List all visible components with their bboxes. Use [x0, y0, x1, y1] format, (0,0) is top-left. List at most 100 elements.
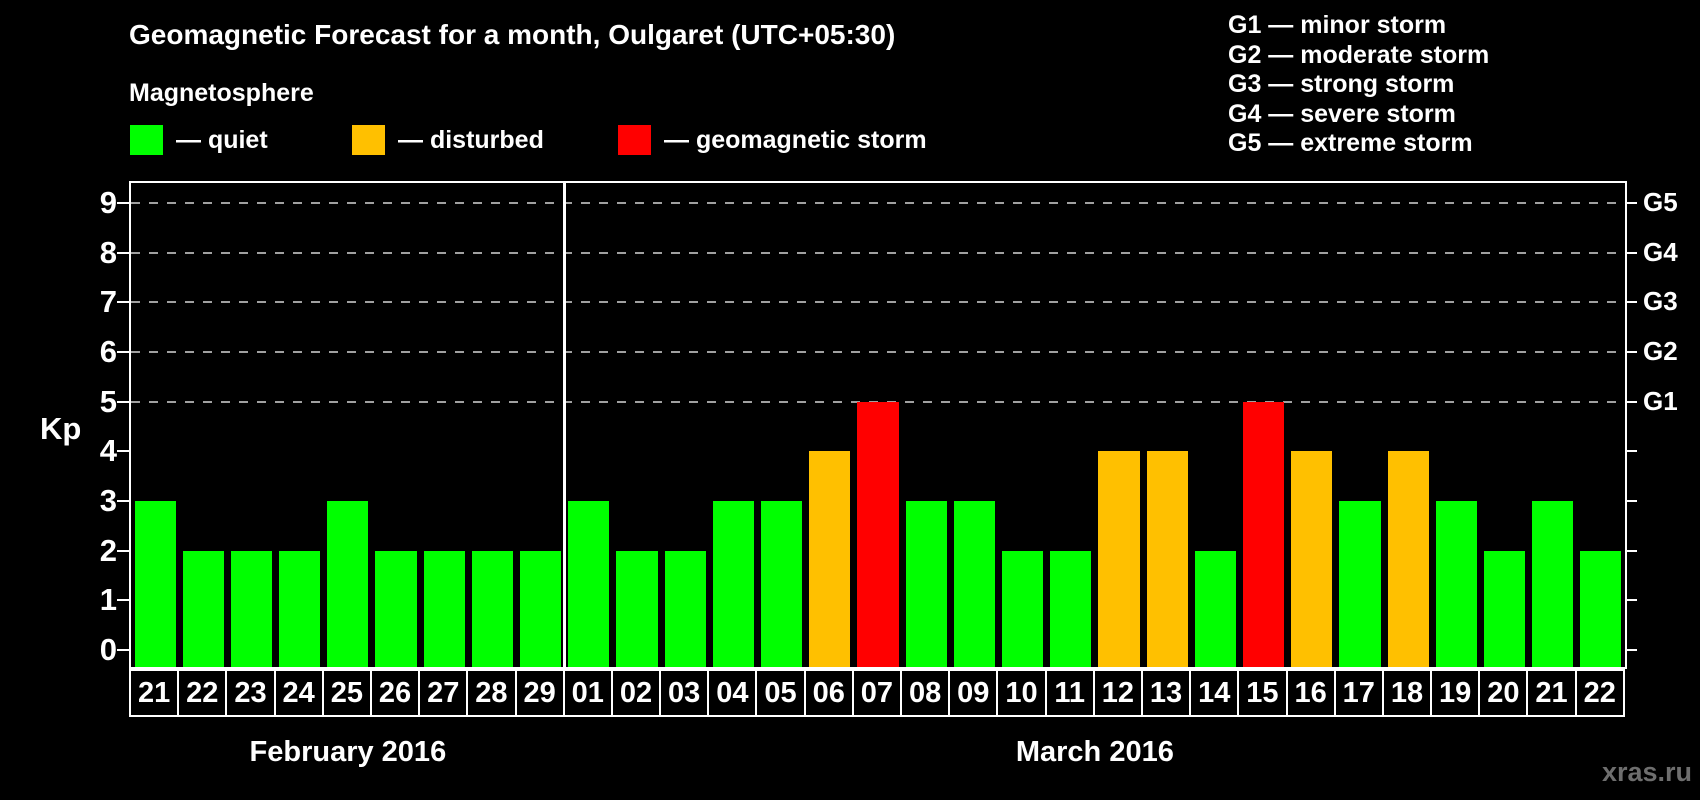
month-label-2: March 2016: [1015, 736, 1174, 768]
kp-bar-march-12: [1098, 451, 1140, 667]
day-cell-21: 21: [1528, 669, 1577, 717]
day-cell-07: 07: [853, 669, 902, 717]
kp-bar-march-19: [1435, 501, 1477, 667]
right-tick-kp-7: [1625, 301, 1637, 304]
day-cell-21: 21: [131, 669, 180, 717]
kp-bar-february-28: [471, 550, 514, 667]
y-tick-label-8: 8: [99, 234, 117, 270]
left-tick-kp-3: [117, 499, 129, 502]
right-tick-kp-3: [1625, 499, 1637, 502]
legend-item-storm: — geomagnetic storm: [618, 125, 927, 155]
day-cell-10: 10: [998, 669, 1047, 717]
day-cell-26: 26: [371, 669, 421, 717]
kp-bar-february-21: [134, 501, 176, 667]
g-scale-label-g3: G3: [1643, 286, 1678, 317]
g-scale-label-g4: G4: [1643, 236, 1678, 267]
day-cell-27: 27: [420, 669, 469, 717]
kp-bar-march-20: [1483, 550, 1526, 667]
day-cell-13: 13: [1142, 669, 1192, 717]
left-tick-kp-4: [117, 450, 129, 453]
y-tick-label-4: 4: [99, 433, 117, 469]
day-cell-09: 09: [950, 669, 999, 717]
kp-bar-february-24: [279, 550, 321, 667]
kp-bar-march-02: [616, 550, 658, 667]
day-cell-03: 03: [661, 669, 710, 717]
day-cell-29: 29: [516, 669, 565, 717]
kp-bar-march-10: [1001, 550, 1044, 667]
right-tick-kp-2: [1625, 549, 1637, 552]
g-legend-line-2: G2 — moderate storm: [1228, 40, 1490, 69]
y-tick-label-7: 7: [99, 284, 117, 320]
gridline-kp-9: [131, 201, 1625, 204]
y-tick-label-2: 2: [99, 532, 117, 568]
kp-bar-march-05: [761, 501, 803, 667]
y-axis-title: Kp: [40, 411, 82, 446]
g-scale-label-g1: G1: [1643, 385, 1678, 416]
y-tick-label-3: 3: [99, 482, 117, 518]
left-tick-kp-2: [117, 549, 129, 552]
day-cell-22: 22: [179, 669, 228, 717]
g-scale-label-g5: G5: [1643, 186, 1678, 217]
kp-bar-march-07: [857, 401, 899, 667]
kp-bar-march-01: [568, 501, 610, 667]
gridline-kp-5: [131, 400, 1625, 403]
day-cell-12: 12: [1094, 669, 1143, 717]
kp-bar-march-11: [1050, 550, 1092, 667]
disturbed-color-swatch: [352, 125, 385, 155]
day-cell-01: 01: [564, 669, 613, 717]
left-tick-kp-7: [117, 301, 129, 304]
g-legend-line-3: G3 — strong storm: [1228, 70, 1455, 99]
right-tick-kp-6: [1625, 350, 1637, 353]
kp-bar-february-26: [375, 550, 417, 667]
kp-bar-march-14: [1194, 550, 1236, 667]
month-label-1: February 2016: [249, 736, 447, 768]
day-cell-28: 28: [468, 669, 517, 717]
day-cell-08: 08: [902, 669, 951, 717]
magnetosphere-label: Magnetosphere: [129, 79, 314, 107]
kp-bar-march-04: [712, 501, 754, 667]
day-cell-20: 20: [1480, 669, 1529, 717]
kp-bar-march-22: [1580, 550, 1622, 667]
legend-label-storm: — geomagnetic storm: [664, 125, 927, 154]
g-legend-line-5: G5 — extreme storm: [1228, 129, 1473, 158]
y-tick-label-1: 1: [99, 582, 117, 618]
plot-area: [129, 181, 1627, 669]
y-tick-label-0: 0: [99, 632, 117, 667]
y-tick-label-6: 6: [99, 333, 117, 369]
kp-bar-march-16: [1291, 451, 1333, 667]
g-scale-label-g2: G2: [1643, 335, 1678, 366]
day-cell-14: 14: [1191, 669, 1240, 717]
day-cell-23: 23: [227, 669, 276, 717]
day-cell-05: 05: [757, 669, 806, 717]
legend-item-quiet: — quiet: [130, 125, 268, 155]
right-tick-kp-5: [1625, 400, 1637, 403]
x-axis-day-labels: 21 22 23 24 25 26 27 28 29 01 02 03 04 05 06 07 08 09 10 11…: [129, 669, 1625, 717]
right-tick-kp-0: [1625, 649, 1637, 651]
kp-bar-february-27: [423, 550, 465, 667]
kp-bar-march-09: [953, 501, 995, 667]
month-separator: [563, 183, 567, 667]
y-tick-label-9: 9: [99, 184, 117, 220]
kp-bar-march-03: [664, 550, 706, 667]
quiet-color-swatch: [130, 125, 163, 155]
g-scale-legend: G1 — minor storm G2 — moderate storm G3 — …: [1228, 11, 1489, 159]
right-tick-kp-4: [1625, 450, 1637, 453]
kp-bar-march-18: [1387, 451, 1429, 667]
day-cell-17: 17: [1335, 669, 1384, 717]
left-tick-kp-9: [117, 201, 129, 204]
day-cell-18: 18: [1383, 669, 1433, 717]
day-cell-25: 25: [323, 669, 372, 717]
right-tick-kp-9: [1625, 201, 1637, 204]
day-cell-04: 04: [709, 669, 758, 717]
left-tick-kp-6: [117, 350, 129, 353]
day-cell-02: 02: [612, 669, 662, 717]
kp-bar-march-13: [1146, 451, 1188, 667]
left-tick-kp-1: [117, 599, 129, 602]
gridline-kp-6: [131, 350, 1625, 353]
day-cell-15: 15: [1239, 669, 1288, 717]
day-cell-24: 24: [275, 669, 324, 717]
status-legend: — quiet — disturbed — geomagnetic storm: [0, 125, 1700, 159]
storm-color-swatch: [618, 125, 651, 155]
chart-title: Geomagnetic Forecast for a month, Oulgar…: [129, 19, 896, 50]
